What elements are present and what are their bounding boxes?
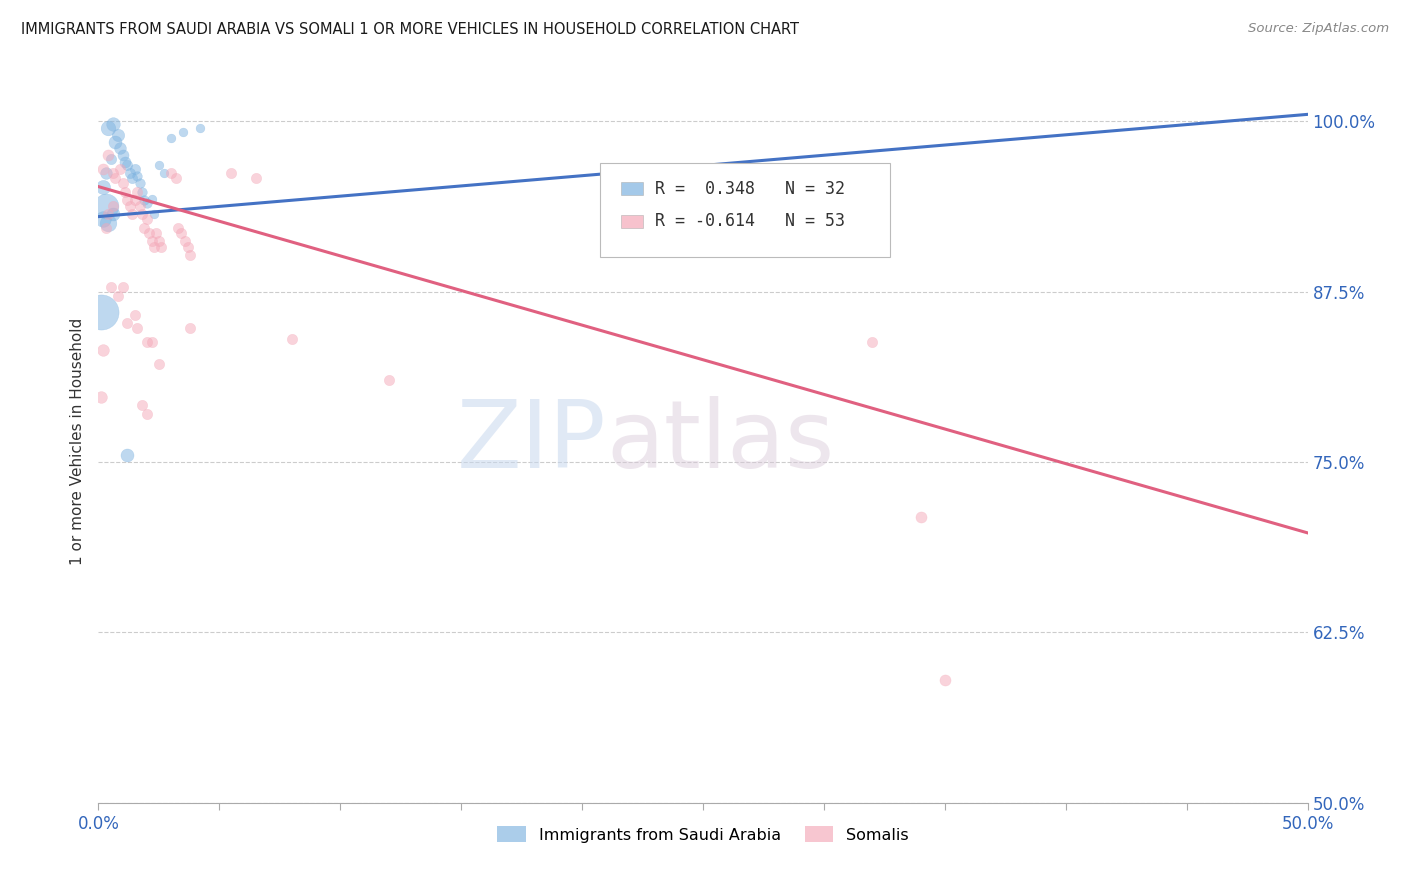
Point bbox=[101, 166, 124, 180]
Point bbox=[188, 120, 211, 135]
Point bbox=[135, 212, 157, 227]
Point bbox=[101, 207, 124, 221]
Point bbox=[94, 220, 117, 235]
Point bbox=[169, 226, 191, 240]
Point bbox=[134, 193, 156, 207]
Point bbox=[94, 199, 117, 213]
Text: R =  0.348   N = 32: R = 0.348 N = 32 bbox=[655, 179, 845, 198]
Y-axis label: 1 or more Vehicles in Household: 1 or more Vehicles in Household bbox=[70, 318, 86, 566]
Point bbox=[100, 280, 122, 294]
Point bbox=[121, 207, 143, 221]
Point bbox=[860, 334, 883, 349]
Point bbox=[101, 117, 124, 131]
FancyBboxPatch shape bbox=[600, 163, 890, 257]
Point bbox=[114, 185, 136, 199]
Point bbox=[101, 199, 124, 213]
Point bbox=[114, 155, 136, 169]
Point bbox=[91, 212, 114, 227]
Point bbox=[141, 234, 163, 248]
Point bbox=[160, 130, 183, 145]
Point bbox=[91, 343, 114, 358]
Legend: Immigrants from Saudi Arabia, Somalis: Immigrants from Saudi Arabia, Somalis bbox=[491, 820, 915, 849]
Point bbox=[134, 220, 156, 235]
Point bbox=[100, 153, 122, 167]
Text: atlas: atlas bbox=[606, 395, 835, 488]
Point bbox=[128, 176, 150, 190]
Point bbox=[107, 288, 129, 302]
Point bbox=[111, 148, 134, 162]
Point bbox=[150, 239, 173, 253]
Text: Source: ZipAtlas.com: Source: ZipAtlas.com bbox=[1249, 22, 1389, 36]
Point bbox=[104, 171, 127, 186]
Point bbox=[143, 239, 166, 253]
Point bbox=[117, 193, 139, 207]
FancyBboxPatch shape bbox=[621, 182, 643, 195]
Point bbox=[97, 207, 120, 221]
Point bbox=[118, 199, 141, 213]
Point bbox=[148, 357, 170, 371]
Point bbox=[172, 125, 194, 139]
Point bbox=[118, 166, 141, 180]
Point bbox=[165, 171, 187, 186]
Point bbox=[131, 185, 153, 199]
Point bbox=[97, 148, 120, 162]
Point bbox=[221, 166, 243, 180]
Point bbox=[104, 135, 127, 149]
Point bbox=[90, 305, 112, 319]
Point bbox=[179, 248, 201, 262]
Point bbox=[167, 220, 190, 235]
Point bbox=[174, 234, 197, 248]
Point bbox=[160, 166, 183, 180]
FancyBboxPatch shape bbox=[621, 215, 643, 227]
Point bbox=[934, 673, 956, 687]
Point bbox=[377, 373, 399, 387]
Point bbox=[124, 161, 146, 176]
Point bbox=[148, 158, 170, 172]
Point bbox=[94, 166, 117, 180]
Point bbox=[138, 226, 160, 240]
Point bbox=[179, 321, 201, 335]
Point bbox=[111, 280, 134, 294]
Point bbox=[127, 321, 149, 335]
Point bbox=[135, 334, 157, 349]
Point bbox=[281, 332, 304, 346]
Point bbox=[90, 390, 112, 404]
Point bbox=[143, 207, 166, 221]
Point bbox=[127, 185, 149, 199]
Point bbox=[141, 192, 163, 206]
Point bbox=[152, 166, 174, 180]
Point bbox=[97, 120, 120, 135]
Point bbox=[910, 509, 932, 524]
Point bbox=[131, 207, 153, 221]
Point bbox=[91, 179, 114, 194]
Point bbox=[108, 161, 131, 176]
Text: IMMIGRANTS FROM SAUDI ARABIA VS SOMALI 1 OR MORE VEHICLES IN HOUSEHOLD CORRELATI: IMMIGRANTS FROM SAUDI ARABIA VS SOMALI 1… bbox=[21, 22, 799, 37]
Text: R = -0.614   N = 53: R = -0.614 N = 53 bbox=[655, 212, 845, 230]
Point bbox=[131, 398, 153, 412]
Point bbox=[107, 128, 129, 142]
Point bbox=[148, 234, 170, 248]
Point bbox=[124, 308, 146, 322]
Point bbox=[121, 171, 143, 186]
Point bbox=[124, 193, 146, 207]
Point bbox=[135, 196, 157, 211]
Point bbox=[177, 239, 200, 253]
Point bbox=[117, 316, 139, 330]
Point bbox=[127, 169, 149, 183]
Point bbox=[135, 407, 157, 421]
Point bbox=[141, 334, 163, 349]
Text: ZIP: ZIP bbox=[457, 395, 606, 488]
Point bbox=[117, 448, 139, 462]
Point bbox=[91, 161, 114, 176]
Point bbox=[117, 158, 139, 172]
Point bbox=[145, 226, 167, 240]
Point bbox=[108, 141, 131, 155]
Point bbox=[97, 216, 120, 230]
Point bbox=[245, 171, 267, 186]
Point bbox=[128, 199, 150, 213]
Point bbox=[111, 176, 134, 190]
